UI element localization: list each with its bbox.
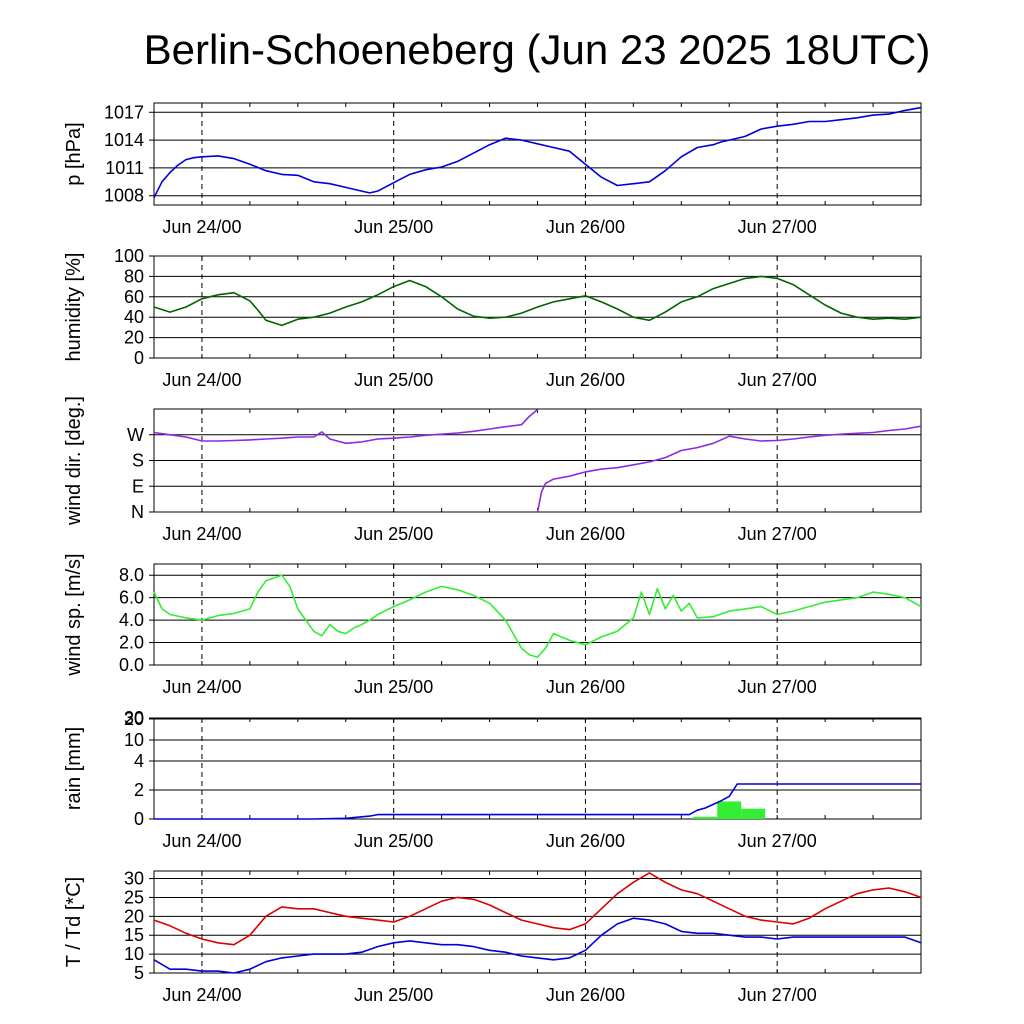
temperature-ytick-label: 30 — [124, 869, 144, 889]
wind-direction-ytick-label: W — [127, 425, 144, 445]
wind-direction-xtick-label: Jun 25/00 — [354, 524, 433, 544]
rain-frame — [153, 717, 922, 820]
rain-ytick-label: 10 — [124, 730, 144, 750]
rain-ytick-label: 30 — [124, 708, 144, 728]
temperature-ytick-label: 25 — [124, 887, 144, 907]
pressure-panel: 1008 1011 1014 1017 Jun 24/00 Jun 25/00 Jun 26… — [63, 102, 922, 237]
wind-direction-xtick-label: Jun 24/00 — [162, 524, 241, 544]
temperature-ytick-label: 20 — [124, 906, 144, 926]
rain-ytick-label: 2 — [134, 780, 144, 800]
temperature-ytick-label: 5 — [134, 963, 144, 983]
pressure-frame — [153, 102, 922, 206]
chart-title: Berlin-Schoeneberg (Jun 23 2025 18UTC) — [143, 26, 931, 73]
wind-direction-ytick-label: S — [132, 451, 144, 471]
rain-bar — [741, 808, 766, 819]
pressure-xtick-label: Jun 24/00 — [162, 217, 241, 237]
temperature-xtick-label: Jun 26/00 — [546, 985, 625, 1005]
rain-xtick-label: Jun 24/00 — [162, 831, 241, 851]
rain-xtick-label: Jun 25/00 — [354, 831, 433, 851]
wind-speed-ytick-label: 2.0 — [119, 633, 144, 653]
temperature-series-line-t — [153, 872, 922, 946]
humidity-ytick-label: 100 — [114, 246, 144, 266]
wind-speed-xtick-label: Jun 27/00 — [738, 677, 817, 697]
wind-direction-xtick-label: Jun 26/00 — [546, 524, 625, 544]
wind-speed-ylabel: wind sp. [m/s] — [63, 553, 85, 676]
humidity-xtick-label: Jun 24/00 — [162, 370, 241, 390]
humidity-ytick-label: 80 — [124, 266, 144, 286]
wind-direction-ytick-label: E — [132, 476, 144, 496]
wind-direction-ytick-label: N — [131, 502, 144, 522]
wind-direction-series-line — [153, 408, 539, 445]
wind-direction-xtick-label: Jun 27/00 — [738, 524, 817, 544]
temperature-xtick-label: Jun 25/00 — [354, 985, 433, 1005]
wind-speed-xtick-label: Jun 24/00 — [162, 677, 241, 697]
humidity-ytick-label: 40 — [124, 307, 144, 327]
wind-speed-ytick-label: 4.0 — [119, 610, 144, 630]
rain-ytick-label: 4 — [134, 751, 144, 771]
pressure-ytick-label: 1008 — [104, 186, 144, 206]
wind-speed-xtick-label: Jun 26/00 — [546, 677, 625, 697]
temperature-ytick-label: 15 — [124, 925, 144, 945]
pressure-xtick-label: Jun 25/00 — [354, 217, 433, 237]
humidity-xtick-label: Jun 27/00 — [738, 370, 817, 390]
pressure-ytick-label: 1011 — [105, 158, 144, 178]
wind-speed-series-line — [153, 574, 922, 658]
temperature-xtick-label: Jun 27/00 — [738, 985, 817, 1005]
rain-ytick-label: 0 — [134, 809, 144, 829]
wind-speed-ytick-label: 6.0 — [119, 588, 144, 608]
humidity-ytick-label: 60 — [124, 287, 144, 307]
wind-direction-series-line — [536, 425, 922, 513]
pressure-xtick-label: Jun 27/00 — [738, 217, 817, 237]
humidity-xtick-label: Jun 25/00 — [354, 370, 433, 390]
humidity-xtick-label: Jun 26/00 — [546, 370, 625, 390]
pressure-series-line — [153, 106, 922, 198]
temperature-series-line-td — [153, 917, 922, 974]
temperature-ylabel: T / Td [*C] — [63, 877, 85, 967]
pressure-ylabel: p [hPa] — [63, 122, 85, 185]
wind-speed-ytick-label: 8.0 — [119, 565, 144, 585]
temperature-ytick-label: 10 — [124, 944, 144, 964]
humidity-ylabel: humidity [%] — [63, 253, 85, 362]
wind-speed-xtick-label: Jun 25/00 — [354, 677, 433, 697]
rain-ytick-label: 20 — [124, 709, 144, 729]
pressure-ytick-label: 1017 — [104, 102, 144, 122]
humidity-ytick-label: 0 — [134, 348, 144, 368]
wind-speed-panel: 0.02.0 4.06.0 8.0 Jun 24/00 Jun 25/00 Jun 26/… — [63, 553, 922, 697]
humidity-series-line — [153, 275, 922, 327]
humidity-ytick-label: 20 — [124, 328, 144, 348]
rain-cumulative-line — [154, 783, 921, 820]
rain-bar — [717, 801, 742, 819]
rain-xtick-label: Jun 26/00 — [546, 831, 625, 851]
pressure-xtick-label: Jun 26/00 — [546, 217, 625, 237]
rain-bar — [693, 816, 718, 819]
rain-xtick-label: Jun 27/00 — [738, 831, 817, 851]
pressure-ytick-label: 1014 — [104, 130, 144, 150]
wind-direction-ylabel: wind dir. [deg.] — [63, 396, 85, 526]
wind-speed-ytick-label: 0.0 — [119, 655, 144, 675]
rain-ylabel: rain [mm] — [63, 727, 85, 810]
temperature-xtick-label: Jun 24/00 — [162, 985, 241, 1005]
